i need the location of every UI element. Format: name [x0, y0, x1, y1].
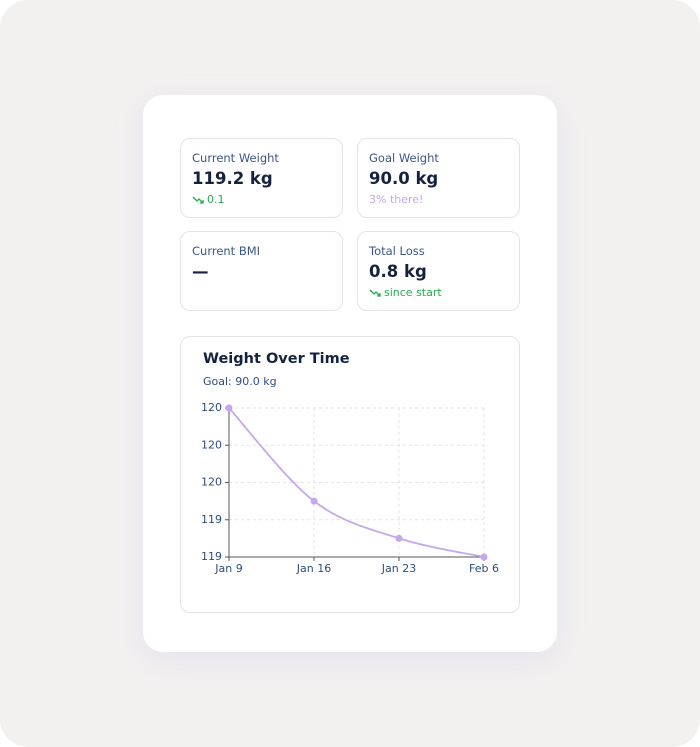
- x-tick-label: Jan 9: [214, 562, 242, 575]
- card-value: 119.2 kg: [192, 169, 273, 188]
- data-point: [310, 497, 318, 505]
- note-text: 0.1: [207, 193, 225, 206]
- data-point: [395, 534, 403, 542]
- card-value: —: [192, 262, 209, 281]
- x-tick-label: Feb 6: [469, 562, 499, 575]
- y-tick-label: 120: [201, 438, 222, 451]
- chart: Weight Over Time Goal: 90.0 kg 120 120 120…: [201, 351, 499, 575]
- y-tick-label: 120: [201, 476, 222, 489]
- stat-card: Current BMI —: [180, 231, 343, 311]
- data-point: [225, 404, 233, 412]
- stat-card: Current Weight 119.2 kg 0.1: [180, 138, 343, 218]
- card-note: since start: [369, 286, 508, 299]
- data-line: [228, 407, 485, 558]
- stat-card: Goal Weight 90.0 kg 3% there!: [357, 138, 520, 218]
- card-note: 0.1: [192, 193, 331, 206]
- card-label: Goal Weight: [369, 151, 439, 165]
- stat-card: Total Loss 0.8 kg since start: [357, 231, 520, 311]
- data-point: [480, 553, 488, 561]
- trend-icon: [192, 196, 204, 204]
- x-tick-label: Jan 16: [296, 562, 331, 575]
- note-text: since start: [384, 286, 442, 299]
- chart-title: Weight Over Time: [203, 351, 350, 367]
- card-label: Current Weight: [192, 151, 279, 165]
- x-tick-label: Jan 23: [381, 562, 416, 575]
- chart-card: Weight Over Time Goal: 90.0 kg 120 120 120…: [180, 336, 520, 613]
- y-tick-label: 120: [201, 401, 222, 414]
- trend-icon: [369, 289, 381, 297]
- card-label: Total Loss: [369, 244, 425, 258]
- note-text: 3% there!: [369, 193, 424, 206]
- card-value: 0.8 kg: [369, 262, 427, 281]
- card-note: 3% there!: [369, 193, 508, 206]
- card-value: 90.0 kg: [369, 169, 439, 188]
- card-label: Current BMI: [192, 244, 261, 258]
- chart-subtitle: Goal: 90.0 kg: [203, 375, 277, 388]
- y-tick-label: 119: [201, 550, 222, 563]
- y-tick-label: 119: [201, 513, 222, 526]
